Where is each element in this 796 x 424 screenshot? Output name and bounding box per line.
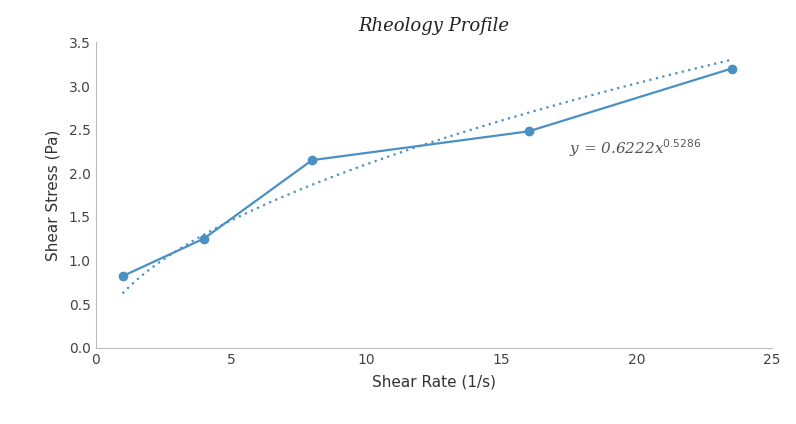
Text: y = 0.6222x$^{0.5286}$: y = 0.6222x$^{0.5286}$ <box>569 137 701 159</box>
Title: Rheology Profile: Rheology Profile <box>358 17 509 35</box>
Y-axis label: Shear Stress (Pa): Shear Stress (Pa) <box>45 129 60 261</box>
X-axis label: Shear Rate (1/s): Shear Rate (1/s) <box>372 375 496 390</box>
